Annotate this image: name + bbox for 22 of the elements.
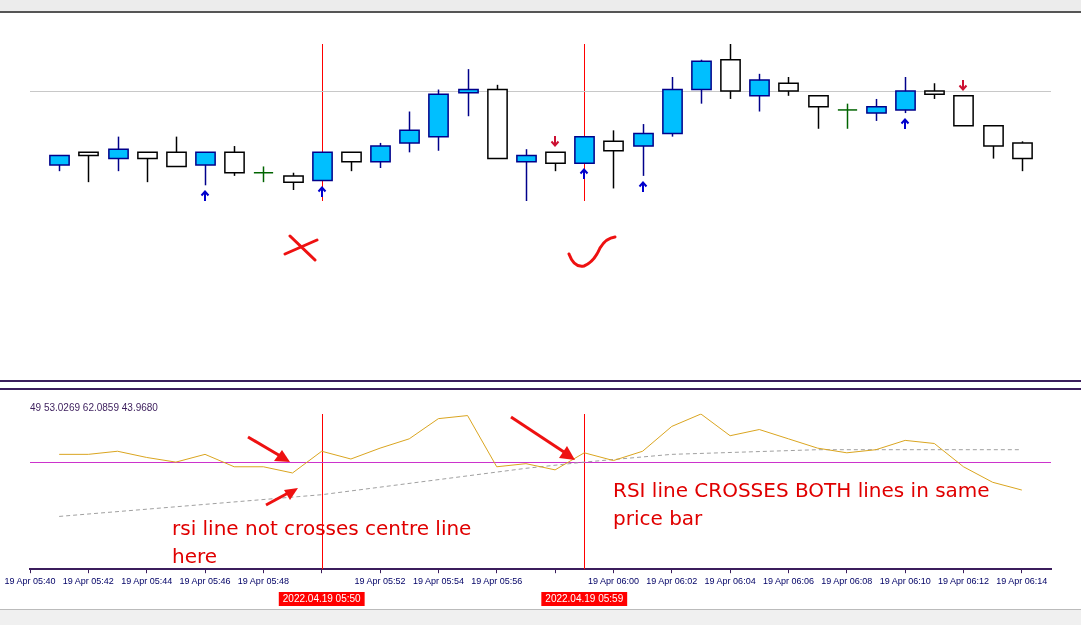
x-tick-label: 19 Apr 05:52 xyxy=(354,576,406,587)
x-tick-label: 19 Apr 05:46 xyxy=(179,576,231,587)
candlestick xyxy=(866,98,887,122)
x-tick-label: 19 Apr 05:56 xyxy=(471,576,523,587)
ref-line-label: 2022.04.19 05:59 xyxy=(545,593,624,605)
x-tick-label: 19 Apr 06:00 xyxy=(587,576,639,587)
x-tick-label: 19 Apr 06:06 xyxy=(762,576,814,587)
x-tick-label: 19 Apr 06:12 xyxy=(937,576,990,587)
x-tick-label: 19 Apr 05:48 xyxy=(237,576,289,587)
annotation: RSI line CROSSES BOTH lines in same price bar xyxy=(613,477,991,532)
ref-line-label: 2022.04.19 05:50 xyxy=(282,593,362,605)
candlestick xyxy=(837,102,858,130)
x-tick-label: 19 Apr 05:44 xyxy=(121,576,173,587)
x-tick-label: 19 Apr 06:14 xyxy=(996,576,1048,587)
x-tick-label: 19 Apr 05:42 xyxy=(62,576,114,587)
x-tick-label: 19 Apr 06:10 xyxy=(879,576,931,587)
x-tick-label: 19 Apr 06:02 xyxy=(646,576,698,587)
chart-subtitle: 49 53.0269 62.0859 43.9680 xyxy=(30,401,159,413)
x-tick-label: 19 Apr 06:04 xyxy=(704,576,756,587)
x-tick-label: 19 Apr 06:08 xyxy=(821,576,873,587)
x-tick-label: 19 Apr 05:54 xyxy=(412,576,464,587)
x-tick-label: 19 Apr 05:40 xyxy=(4,576,56,587)
